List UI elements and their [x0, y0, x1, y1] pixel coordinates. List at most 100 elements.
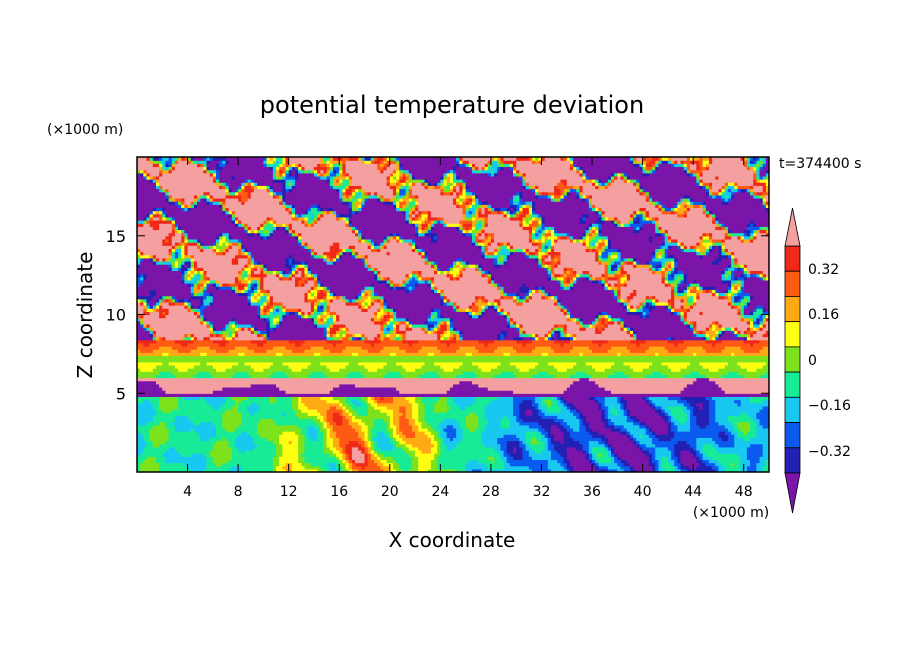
field-cell — [674, 453, 678, 457]
field-cell — [607, 443, 612, 448]
field-cell — [762, 465, 767, 470]
field-cell — [487, 440, 492, 445]
field-cell — [137, 443, 141, 448]
field-cell — [159, 462, 163, 467]
field-cell — [620, 468, 625, 472]
field-cell — [430, 453, 435, 457]
field-cell — [370, 446, 375, 451]
field-cell — [193, 449, 198, 454]
field-cell — [456, 459, 460, 464]
field-cell — [645, 465, 650, 470]
field-cell — [396, 462, 400, 467]
field-cell — [522, 459, 527, 464]
field-cell — [421, 462, 426, 467]
field-cell — [503, 462, 508, 467]
field-cell — [383, 465, 388, 470]
field-cell — [266, 459, 271, 464]
field-cell — [162, 459, 167, 464]
field-cell — [547, 440, 552, 445]
field-cell — [734, 453, 738, 457]
field-cell — [585, 453, 590, 457]
field-cell — [174, 443, 179, 448]
field-cell — [737, 453, 742, 457]
field-cell — [453, 456, 457, 460]
field-cell — [257, 459, 261, 464]
field-cell — [351, 437, 356, 442]
field-cell — [702, 449, 707, 454]
field-cell — [313, 446, 318, 451]
field-cell — [231, 456, 236, 460]
field-cell — [288, 437, 293, 442]
field-cell — [601, 449, 606, 454]
field-cell — [238, 459, 242, 464]
field-cell — [203, 453, 208, 457]
field-cell — [329, 440, 334, 445]
field-cell — [734, 446, 738, 451]
field-cell — [588, 468, 593, 472]
field-cell — [724, 446, 729, 451]
field-cell — [225, 437, 230, 442]
field-cell — [272, 468, 277, 472]
field-cell — [238, 465, 242, 470]
field-cell — [222, 440, 227, 445]
field-cell — [494, 443, 498, 448]
field-cell — [554, 453, 558, 457]
field-cell — [377, 449, 381, 454]
field-cell — [149, 468, 154, 472]
field-cell — [756, 449, 761, 454]
field-cell — [200, 440, 204, 445]
field-cell — [301, 440, 306, 445]
field-cell — [257, 465, 261, 470]
field-cell — [288, 456, 293, 460]
field-cell — [743, 443, 748, 448]
field-cell — [712, 440, 716, 445]
field-cell — [323, 456, 328, 460]
field-cell — [652, 446, 656, 451]
field-cell — [569, 446, 574, 451]
field-cell — [402, 459, 407, 464]
field-cell — [317, 440, 321, 445]
field-cell — [459, 449, 464, 454]
field-cell — [370, 465, 375, 470]
field-cell — [513, 443, 517, 448]
field-cell — [560, 462, 565, 467]
field-cell — [573, 437, 577, 442]
field-cell — [402, 443, 407, 448]
field-cell — [427, 446, 432, 451]
field-cell — [168, 462, 173, 467]
field-cell — [639, 443, 644, 448]
field-cell — [465, 459, 470, 464]
field-cell — [295, 468, 299, 472]
field-cell — [740, 456, 745, 460]
field-cell — [525, 449, 530, 454]
field-cell — [506, 440, 511, 445]
field-cell — [146, 462, 151, 467]
field-cell — [377, 440, 381, 445]
field-cell — [541, 462, 546, 467]
field-cell — [765, 440, 769, 445]
field-cell — [430, 459, 435, 464]
field-cell — [263, 462, 268, 467]
field-cell — [690, 443, 694, 448]
field-cell — [238, 443, 242, 448]
field-cell — [408, 459, 413, 464]
field-cell — [222, 437, 227, 442]
field-cell — [661, 468, 666, 472]
field-cell — [184, 462, 189, 467]
field-cell — [506, 449, 511, 454]
field-cell — [146, 468, 151, 472]
field-cell — [497, 456, 501, 460]
field-cell — [718, 459, 723, 464]
field-cell — [415, 446, 419, 451]
field-cell — [579, 437, 584, 442]
field-cell — [291, 440, 296, 445]
field-cell — [674, 465, 678, 470]
field-cell — [645, 468, 650, 472]
field-cell — [661, 459, 666, 464]
field-cell — [680, 465, 685, 470]
field-cell — [203, 440, 208, 445]
field-cell — [348, 453, 353, 457]
field-cell — [288, 449, 293, 454]
field-cell — [174, 440, 179, 445]
field-cell — [320, 449, 325, 454]
